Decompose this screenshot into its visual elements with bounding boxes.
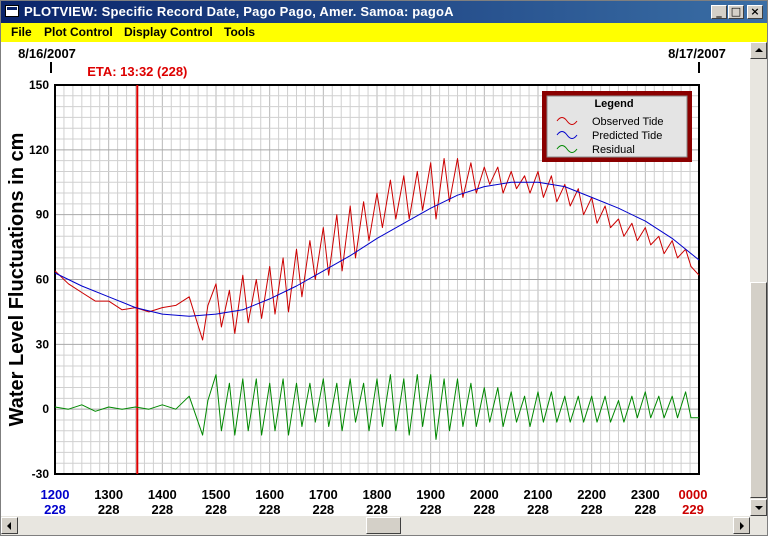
app-icon <box>5 5 19 17</box>
legend-swatch <box>556 145 578 153</box>
menu-file[interactable]: File <box>11 25 32 39</box>
x-tick-day-label: 228 <box>44 502 66 516</box>
x-tick-time-label: 1300 <box>94 487 123 502</box>
x-tick-day-label: 228 <box>581 502 603 516</box>
menu-display-control[interactable]: Display Control <box>124 25 213 39</box>
x-tick-time-label: 1500 <box>202 487 231 502</box>
scroll-up-button[interactable] <box>750 42 767 59</box>
minimize-button[interactable]: _ <box>711 5 727 19</box>
x-tick-time-label: 2000 <box>470 487 499 502</box>
y-tick-label: 90 <box>36 208 50 222</box>
legend-swatch <box>556 117 578 125</box>
x-tick-day-label: 229 <box>682 502 704 516</box>
x-tick-time-label: 2100 <box>524 487 553 502</box>
arrow-right-icon <box>740 522 744 530</box>
x-tick-day-label: 228 <box>151 502 173 516</box>
x-tick-time-label: 0000 <box>679 487 708 502</box>
x-tick-time-label: 1600 <box>255 487 284 502</box>
x-tick-day-label: 228 <box>259 502 281 516</box>
vertical-scrollbar[interactable] <box>750 42 767 516</box>
x-tick-time-label: 2200 <box>577 487 606 502</box>
plot-frame <box>54 84 700 475</box>
scroll-right-button[interactable] <box>733 517 750 534</box>
x-tick-time-label: 1900 <box>416 487 445 502</box>
x-tick-time-label: 1800 <box>363 487 392 502</box>
arrow-down-icon <box>755 506 763 510</box>
legend-swatch <box>556 131 578 139</box>
menu-tools[interactable]: Tools <box>224 25 256 39</box>
menu-bar: File Plot Control Display Control Tools <box>1 23 767 42</box>
series-layer <box>54 158 700 440</box>
vertical-scroll-thumb[interactable] <box>750 282 767 498</box>
arrow-up-icon <box>755 48 763 52</box>
series-line-observed-tide <box>54 158 700 341</box>
x-tick-time-label: 2300 <box>631 487 660 502</box>
y-tick-label: 120 <box>29 143 49 157</box>
x-tick-time-label: 1400 <box>148 487 177 502</box>
x-tick-day-label: 228 <box>420 502 442 516</box>
legend[interactable]: Legend Observed Tide Predicted Tide Residu… <box>542 91 692 162</box>
y-axis-ticks: 150 120 90 60 30 0 -30 <box>29 78 49 481</box>
x-tick-time-label: 1200 <box>41 487 70 502</box>
legend-entry-label: Residual <box>592 144 635 156</box>
x-tick-day-label: 228 <box>205 502 227 516</box>
legend-entry-label: Observed Tide <box>592 116 664 128</box>
menu-plot-control[interactable]: Plot Control <box>44 25 113 39</box>
horizontal-scroll-thumb[interactable] <box>366 517 401 534</box>
date-start-label: 8/16/2007 <box>18 46 76 61</box>
plot-area[interactable]: 8/16/2007 8/17/2007 ETA: 13:32 (228) Wat… <box>1 42 750 516</box>
y-tick-label: 150 <box>29 78 49 92</box>
eta-label: ETA: 13:32 (228) <box>87 64 187 79</box>
x-tick-day-label: 228 <box>527 502 549 516</box>
series-line-residual <box>54 374 699 440</box>
y-tick-label: 60 <box>36 273 50 287</box>
date-end-label: 8/17/2007 <box>668 46 726 61</box>
close-button[interactable]: × <box>747 5 763 19</box>
legend-entries: Observed Tide Predicted Tide Residual <box>556 116 664 156</box>
y-axis-title: Water Level Fluctuations in cm <box>6 133 28 427</box>
series-line-predicted-tide <box>54 181 700 317</box>
x-tick-day-label: 228 <box>473 502 495 516</box>
x-tick-day-label: 228 <box>98 502 120 516</box>
maximize-button[interactable]: □ <box>728 5 744 19</box>
legend-body <box>546 95 688 158</box>
y-tick-label: -30 <box>32 467 50 481</box>
arrow-left-icon <box>7 522 11 530</box>
x-tick-time-label: 1700 <box>309 487 338 502</box>
title-bar[interactable]: PLOTVIEW: Specific Record Date, Pago Pag… <box>1 1 767 23</box>
y-tick-label: 30 <box>36 337 50 351</box>
x-tick-day-label: 228 <box>634 502 656 516</box>
x-tick-day-label: 228 <box>312 502 334 516</box>
legend-entry-label: Predicted Tide <box>592 130 662 142</box>
x-axis-ticks: 1200228130022814002281500228160022817002… <box>41 487 708 516</box>
horizontal-scrollbar[interactable] <box>1 516 767 535</box>
legend-title: Legend <box>594 98 633 110</box>
window-title: PLOTVIEW: Specific Record Date, Pago Pag… <box>24 4 454 19</box>
tide-chart[interactable]: 8/16/2007 8/17/2007 ETA: 13:32 (228) Wat… <box>1 42 750 516</box>
scroll-left-button[interactable] <box>1 517 18 534</box>
y-tick-label: 0 <box>42 402 49 416</box>
x-tick-day-label: 228 <box>366 502 388 516</box>
scroll-down-button[interactable] <box>750 499 767 516</box>
